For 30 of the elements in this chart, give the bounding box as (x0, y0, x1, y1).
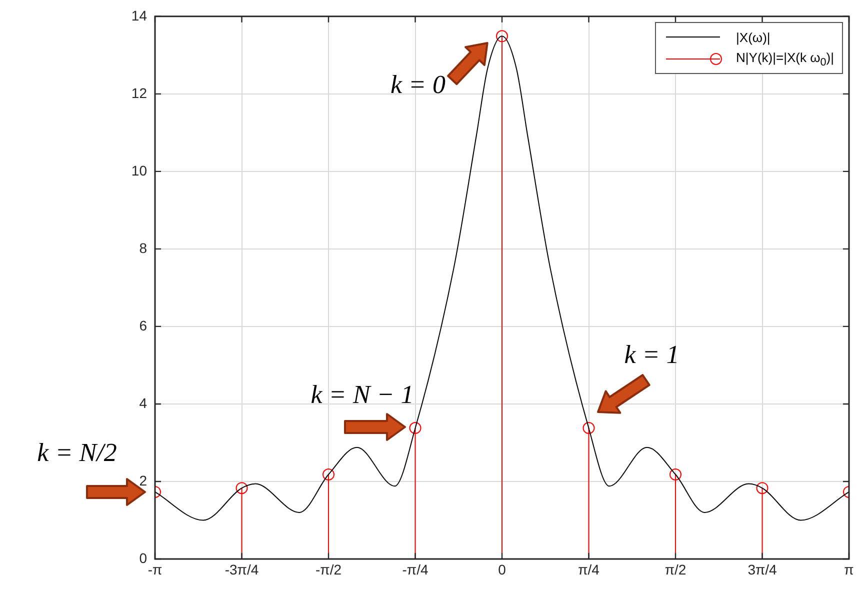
annotation: k = N − 1 (310, 380, 414, 409)
x-tick-label: -3π/4 (224, 561, 259, 578)
x-tick-label: 0 (498, 561, 506, 578)
x-tick-label: π/4 (578, 561, 600, 578)
y-tick-label: 2 (139, 472, 148, 488)
y-tick-label: 6 (139, 317, 148, 334)
point (582, 422, 595, 434)
y-tick-label: 12 (131, 84, 148, 101)
x-tick-label: -π (148, 561, 162, 578)
point (496, 30, 508, 42)
x-tick-label: -π/2 (316, 561, 342, 578)
x-tick-label: -π/4 (402, 561, 428, 578)
annotation: k = N/2 (37, 438, 117, 467)
y-tick-label: 14 (131, 7, 148, 24)
y-tick-label: 10 (131, 162, 148, 178)
annotation: k = 0 (390, 70, 446, 99)
point (322, 468, 334, 481)
y-tick-label: 4 (139, 394, 148, 411)
legend-label: N|Y(k)|=|X(k ω$_{0}$)| (736, 50, 834, 69)
x-tick-label: π (844, 561, 854, 578)
legend-label: |X(ω)| (736, 30, 770, 45)
point (670, 468, 682, 481)
point (236, 482, 248, 494)
point (409, 422, 422, 434)
y-tick-label: 8 (139, 240, 148, 256)
x-tick-label: π/2 (664, 561, 686, 578)
annotation: k = 1 (624, 340, 680, 369)
point (756, 482, 768, 494)
y-tick-label: 0 (139, 550, 148, 566)
x-tick-label: 3π/4 (748, 561, 778, 578)
